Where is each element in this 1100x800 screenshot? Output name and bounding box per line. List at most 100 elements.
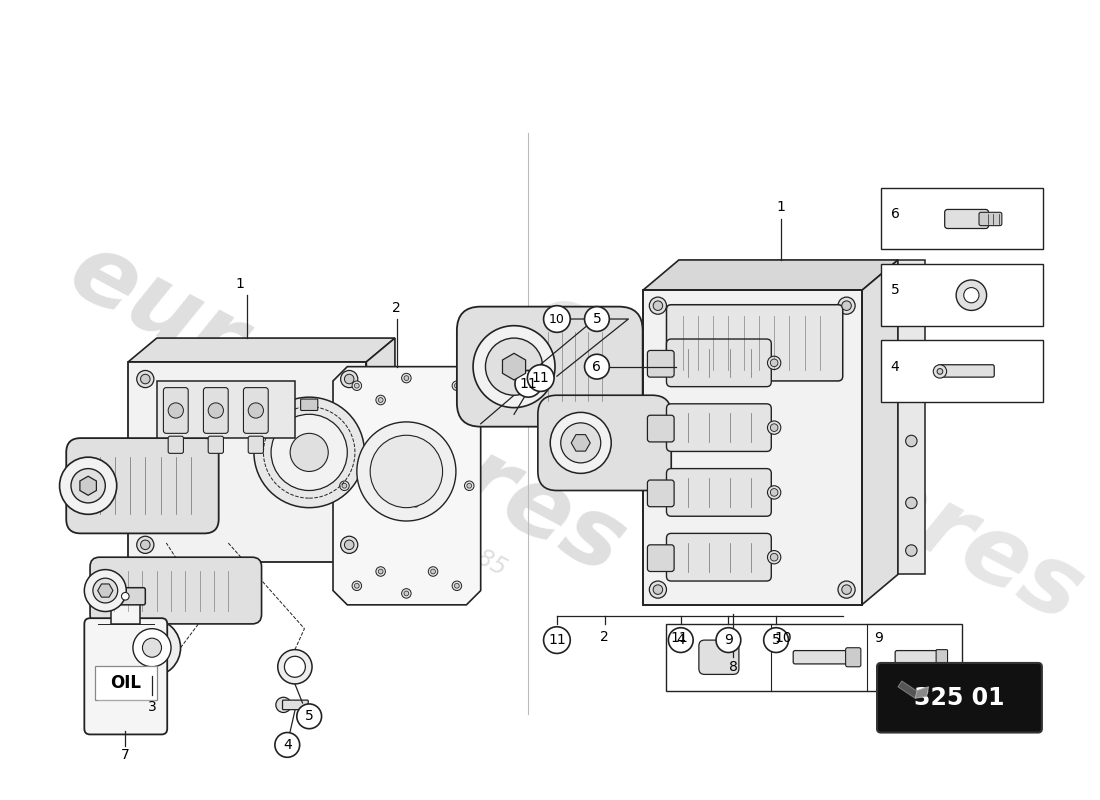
Circle shape [905, 435, 917, 446]
Text: 2: 2 [601, 630, 609, 644]
Text: 5: 5 [593, 312, 602, 326]
Circle shape [838, 581, 855, 598]
Text: 11: 11 [670, 631, 688, 645]
Polygon shape [80, 476, 97, 495]
FancyBboxPatch shape [243, 388, 268, 434]
FancyBboxPatch shape [698, 640, 739, 674]
FancyBboxPatch shape [895, 650, 942, 663]
FancyBboxPatch shape [538, 395, 671, 490]
FancyBboxPatch shape [667, 469, 771, 516]
Circle shape [404, 591, 409, 596]
Circle shape [669, 628, 693, 653]
Circle shape [905, 497, 917, 509]
Circle shape [371, 435, 442, 508]
Circle shape [133, 629, 170, 666]
Polygon shape [503, 354, 526, 380]
Text: 4: 4 [283, 738, 292, 752]
Circle shape [768, 486, 781, 499]
Circle shape [271, 414, 348, 490]
FancyBboxPatch shape [936, 650, 947, 665]
Circle shape [649, 297, 667, 314]
FancyBboxPatch shape [793, 650, 855, 664]
FancyBboxPatch shape [208, 436, 223, 454]
FancyBboxPatch shape [648, 545, 674, 571]
FancyBboxPatch shape [90, 558, 262, 624]
Circle shape [92, 578, 118, 603]
FancyBboxPatch shape [945, 210, 989, 229]
FancyBboxPatch shape [667, 339, 771, 386]
Circle shape [278, 650, 312, 684]
FancyBboxPatch shape [938, 365, 994, 377]
Circle shape [937, 369, 943, 374]
FancyBboxPatch shape [95, 666, 156, 700]
Circle shape [378, 569, 383, 574]
Circle shape [768, 356, 781, 370]
Circle shape [341, 536, 358, 554]
Circle shape [378, 398, 383, 402]
FancyBboxPatch shape [877, 663, 1042, 733]
Circle shape [352, 581, 362, 590]
Circle shape [208, 403, 223, 418]
Circle shape [550, 412, 612, 474]
FancyBboxPatch shape [667, 624, 961, 690]
Circle shape [653, 301, 662, 310]
Circle shape [905, 545, 917, 556]
FancyBboxPatch shape [164, 388, 188, 434]
Circle shape [964, 287, 979, 303]
Circle shape [770, 489, 778, 496]
FancyBboxPatch shape [846, 648, 861, 666]
Text: 7: 7 [121, 748, 130, 762]
Circle shape [515, 370, 541, 397]
Circle shape [561, 423, 601, 463]
Circle shape [141, 374, 150, 384]
Circle shape [59, 457, 117, 514]
Circle shape [770, 359, 778, 366]
Circle shape [136, 536, 154, 554]
Circle shape [297, 704, 321, 729]
Circle shape [136, 370, 154, 388]
FancyBboxPatch shape [667, 534, 771, 581]
Circle shape [402, 374, 411, 383]
Text: 4: 4 [676, 633, 685, 647]
Circle shape [454, 583, 460, 588]
Text: 5: 5 [772, 633, 780, 647]
Polygon shape [642, 260, 898, 290]
Circle shape [653, 585, 662, 594]
FancyBboxPatch shape [648, 480, 674, 506]
Circle shape [85, 570, 126, 611]
Text: 325 01: 325 01 [914, 686, 1004, 710]
Circle shape [404, 376, 409, 381]
Circle shape [290, 434, 328, 471]
Circle shape [543, 306, 570, 332]
Circle shape [141, 540, 150, 550]
Text: 2: 2 [393, 301, 402, 314]
Polygon shape [571, 434, 591, 451]
Circle shape [376, 395, 385, 405]
Text: 9: 9 [724, 633, 733, 647]
FancyBboxPatch shape [648, 415, 674, 442]
Polygon shape [333, 366, 481, 605]
Circle shape [340, 481, 349, 490]
Circle shape [763, 628, 789, 653]
Circle shape [414, 502, 418, 507]
Text: 3: 3 [147, 700, 156, 714]
Circle shape [276, 698, 292, 713]
Circle shape [649, 581, 667, 598]
Circle shape [485, 338, 542, 395]
Circle shape [473, 326, 556, 408]
FancyBboxPatch shape [456, 306, 642, 426]
FancyBboxPatch shape [249, 436, 264, 454]
FancyBboxPatch shape [642, 290, 861, 605]
FancyBboxPatch shape [898, 260, 925, 574]
Circle shape [452, 581, 462, 590]
Circle shape [842, 301, 851, 310]
Circle shape [354, 583, 360, 588]
FancyBboxPatch shape [648, 350, 674, 377]
Circle shape [143, 638, 162, 658]
Circle shape [527, 365, 554, 391]
FancyBboxPatch shape [667, 404, 771, 451]
Circle shape [342, 483, 346, 488]
FancyBboxPatch shape [881, 187, 1043, 250]
Circle shape [356, 422, 455, 521]
FancyBboxPatch shape [106, 588, 145, 605]
